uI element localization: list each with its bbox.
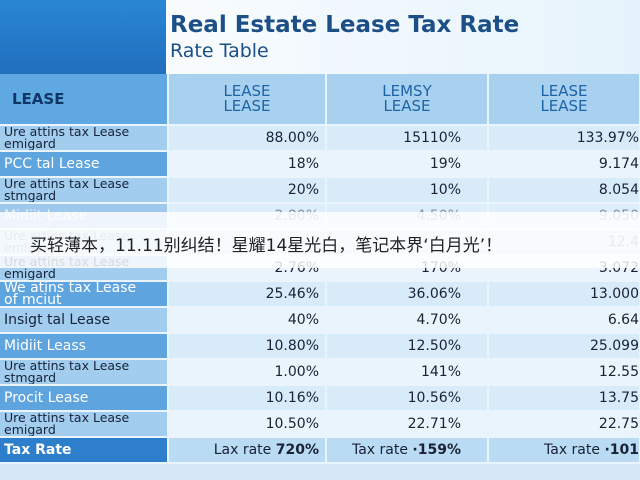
row-value-col2: 36.06%	[326, 281, 489, 308]
table-row: We atins tax Lease of mciut 25.46% 36.06% 1…	[0, 281, 640, 308]
tax-rate-col1-prefix: Lax rate	[213, 442, 272, 458]
header-col3: LEASE LEASE	[488, 74, 640, 126]
row-value-col3: 25.099	[488, 333, 640, 360]
row-value-col1: 10.80%	[168, 333, 327, 360]
header-col2-line1: LEMSY	[382, 82, 432, 100]
row-value-col1: 10.16%	[168, 385, 327, 412]
tax-rate-col1: Lax rate 720%	[168, 437, 327, 464]
header-col3-line1: LEASE	[540, 82, 588, 100]
row-value-col3: 22.75	[488, 411, 640, 438]
header-col1-line1: LEASE	[223, 82, 271, 100]
lease-tax-rate-table: LEASE LEASE LEASE LEMSY LEASE LEASE LEAS…	[0, 74, 640, 464]
promo-banner	[0, 212, 640, 268]
table-header-row: LEASE LEASE LEASE LEMSY LEASE LEASE LEAS…	[0, 74, 640, 126]
row-value-col2: 141%	[326, 359, 489, 386]
row-value-col1: 1.00%	[168, 359, 327, 386]
row-label: Midiit Leass	[0, 333, 169, 360]
header-col3-line2: LEASE	[540, 97, 588, 115]
row-value-col3: 133.97%	[488, 125, 640, 152]
table-row: PCC tal Lease 18% 19% 9.174	[0, 151, 640, 178]
row-value-col1: 20%	[168, 177, 327, 204]
tax-rate-col2-value: ·159%	[412, 442, 461, 458]
tax-rate-col3: Tax rate ·101	[488, 437, 640, 464]
row-value-col3: 13.75	[488, 385, 640, 412]
row-label: Ure attins tax Lease emigard	[0, 125, 169, 152]
table-row: Ure attins tax Lease stmgard 20% 10% 8.054	[0, 177, 640, 204]
promo-banner-text: 买轻薄本，11.11别纠结！星耀14星光白，笔记本界‘白月光’！	[30, 236, 503, 256]
table-row: Ure attins tax Lease emigard 10.50% 22.71%…	[0, 411, 640, 438]
tax-rate-col2: Tax rate ·159%	[326, 437, 489, 464]
table-body: Ure attins tax Lease emigard 88.00% 15110%…	[0, 125, 640, 438]
row-label: PCC tal Lease	[0, 151, 169, 178]
tax-rate-col3-prefix: Tax rate	[544, 442, 600, 458]
row-value-col2: 12.50%	[326, 333, 489, 360]
row-label: Insigt tal Lease	[0, 307, 169, 334]
row-value-col1: 88.00%	[168, 125, 327, 152]
title-left-accent	[0, 0, 166, 74]
row-value-col3: 12.55	[488, 359, 640, 386]
header-col1-line2: LEASE	[223, 97, 271, 115]
page-subtitle: Rate Table	[170, 40, 269, 62]
row-value-col3: 9.174	[488, 151, 640, 178]
tax-rate-col2-prefix: Tax rate	[351, 442, 408, 458]
tax-rate-row: Tax Rate Lax rate 720% Tax rate ·159% Ta…	[0, 437, 640, 464]
row-value-col2: 19%	[326, 151, 489, 178]
row-value-col2: 15110%	[326, 125, 489, 152]
row-value-col2: 10.56%	[326, 385, 489, 412]
row-value-col1: 25.46%	[168, 281, 327, 308]
table-row: Midiit Leass 10.80% 12.50% 25.099	[0, 333, 640, 360]
tax-rate-label: Tax Rate	[0, 437, 169, 464]
table-row: Insigt tal Lease 40% 4.70% 6.64	[0, 307, 640, 334]
table-row: Ure attins tax Lease stmgard 1.00% 141% 12.…	[0, 359, 640, 386]
row-value-col3: 8.054	[488, 177, 640, 204]
row-label: Procit Lease	[0, 385, 169, 412]
row-value-col1: 18%	[168, 151, 327, 178]
header-col1: LEASE LEASE	[168, 74, 327, 126]
table-row: Procit Lease 10.16% 10.56% 13.75	[0, 385, 640, 412]
row-value-col2: 10%	[326, 177, 489, 204]
row-value-col1: 40%	[168, 307, 327, 334]
row-label: Ure attins tax Lease stmgard	[0, 359, 169, 386]
tax-rate-col3-value: ·101	[604, 442, 639, 458]
header-col2: LEMSY LEASE	[326, 74, 489, 126]
header-lease: LEASE	[0, 74, 169, 126]
table-row: Ure attins tax Lease emigard 88.00% 15110%…	[0, 125, 640, 152]
row-value-col1: 10.50%	[168, 411, 327, 438]
row-label: Ure attins tax Lease stmgard	[0, 177, 169, 204]
row-label: Ure attins tax Lease emigard	[0, 411, 169, 438]
row-label: We atins tax Lease of mciut	[0, 281, 169, 308]
row-value-col3: 13.000	[488, 281, 640, 308]
header-col2-line2: LEASE	[383, 97, 431, 115]
page-title: Real Estate Lease Tax Rate	[170, 12, 520, 38]
row-value-col3: 6.64	[488, 307, 640, 334]
tax-rate-col1-value: 720%	[275, 442, 319, 458]
row-value-col2: 22.71%	[326, 411, 489, 438]
row-value-col2: 4.70%	[326, 307, 489, 334]
